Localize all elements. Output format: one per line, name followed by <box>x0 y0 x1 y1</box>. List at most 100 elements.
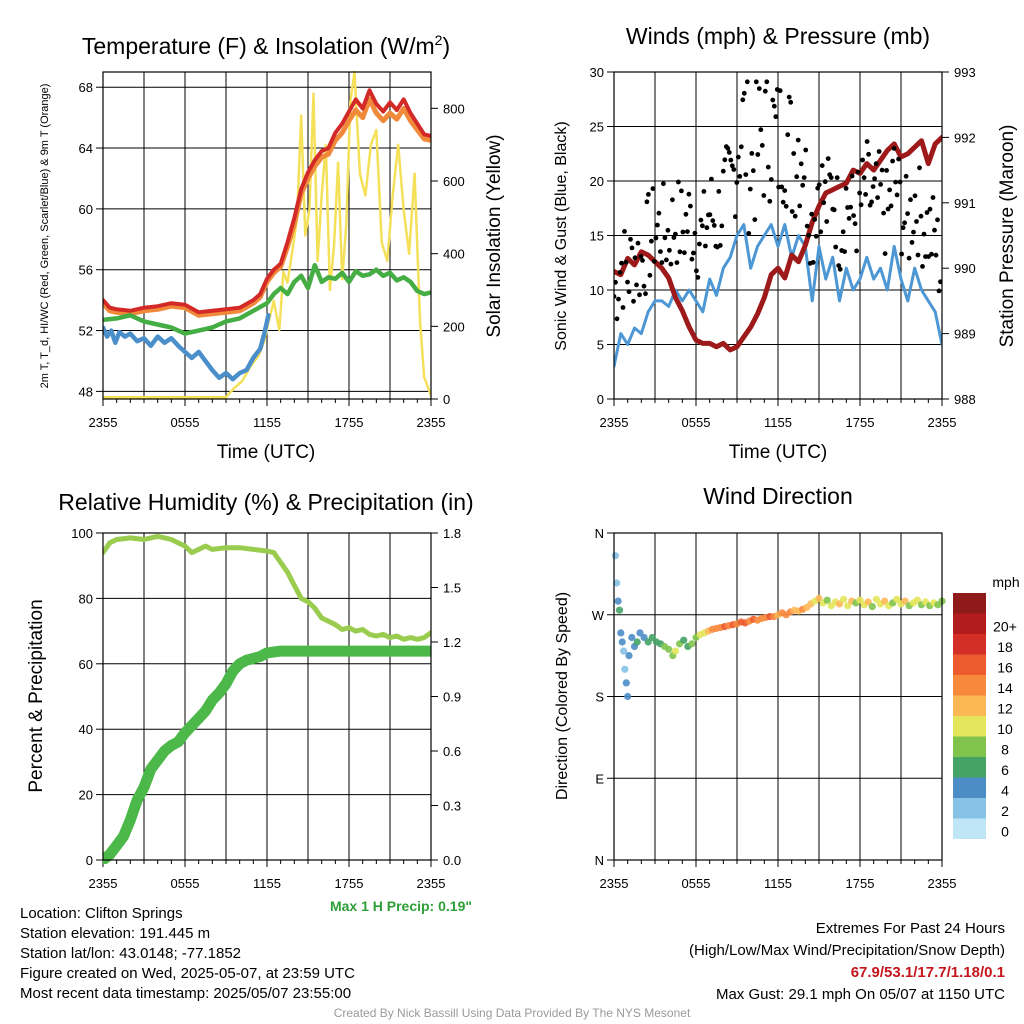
gust-point <box>864 139 870 144</box>
gust-point <box>635 240 641 246</box>
rh-ytick-label-left: 40 <box>79 722 93 737</box>
gust-point <box>927 206 933 212</box>
wdir-ytick-label-left: N <box>595 853 604 868</box>
gust-point <box>686 191 692 197</box>
legend-swatch <box>953 654 986 675</box>
wind-direction-point <box>624 692 632 701</box>
gust-point <box>720 168 726 174</box>
wind-direction-point <box>840 595 848 603</box>
wind-direction-point <box>618 638 626 646</box>
gust-point <box>930 195 936 200</box>
winds-ytick-label-left: 30 <box>590 65 604 80</box>
gust-point <box>677 249 683 255</box>
gust-point <box>658 249 663 255</box>
temp-ytick-label-left: 64 <box>79 141 93 156</box>
gust-point <box>869 199 874 205</box>
rh-ytick-label-right: 0.6 <box>443 744 461 759</box>
gust-point <box>652 259 657 264</box>
legend-swatch <box>953 757 986 778</box>
winds-panel-title: Winds (mph) & Pressure (mb) <box>626 23 930 49</box>
gust-point <box>673 231 678 237</box>
rh-ylabel-left: Percent & Precipitation <box>26 599 47 792</box>
legend-label: 18 <box>997 639 1013 655</box>
extremes-heading: Extremes For Past 24 Hours <box>815 920 1005 937</box>
rh-ytick-label-right: 0.9 <box>443 690 461 705</box>
wind-direction-point <box>611 552 620 560</box>
gust-point <box>755 152 761 157</box>
gust-point <box>700 223 705 229</box>
wind-direction-point <box>856 596 864 604</box>
gust-point <box>795 137 801 143</box>
gust-point <box>785 132 791 138</box>
gust-point <box>614 316 620 322</box>
gust-point <box>782 188 788 194</box>
gust-point <box>801 175 807 181</box>
extremes-subheading: (High/Low/Max Wind/Precipitation/Snow De… <box>689 942 1005 959</box>
gust-point <box>834 175 840 181</box>
temperature-panel: 48 52 56 60 64 68 0 200 400 600 800 2355 0555 1155 175… <box>79 70 465 430</box>
gust-point <box>857 190 862 196</box>
temp-ytick-label-right: 600 <box>443 174 465 189</box>
gust-point <box>885 206 891 212</box>
winds-xtick-label: 2355 <box>928 415 957 430</box>
wind-direction-point <box>823 596 831 604</box>
gust-point <box>779 184 785 190</box>
gust-point <box>747 186 753 192</box>
gust-point <box>697 241 702 247</box>
legend-label: 0 <box>1001 824 1009 840</box>
gust-point <box>798 161 804 167</box>
legend-swatch <box>953 736 986 757</box>
wind-direction-point <box>872 595 881 603</box>
gust-point <box>884 168 889 173</box>
gust-point <box>818 229 824 235</box>
rh-panel-title: Relative Humidity (%) & Precipitation (i… <box>58 489 473 515</box>
winds-ylabel-left: Sonic Wind & Gust (Blue, Black) <box>553 121 570 350</box>
credit-line: Created By Nick Bassill Using Data Provi… <box>333 1006 691 1020</box>
legend-swatch <box>953 798 986 819</box>
gust-point <box>761 193 767 198</box>
gust-point <box>873 161 879 167</box>
gust-point <box>791 151 797 156</box>
gust-point <box>924 210 930 215</box>
gust-point <box>717 243 723 248</box>
gust-point <box>810 260 816 265</box>
winds-panel: 0 5 10 15 20 25 30 988 989 990 991 992 993 2355 0555 11… <box>590 65 976 430</box>
wind-direction-point <box>633 638 641 646</box>
legend-title: mph <box>992 574 1019 590</box>
wdir-xtick-label: 2355 <box>600 876 629 891</box>
gust-point <box>909 240 915 245</box>
wdir-ytick-label-left: S <box>595 690 604 705</box>
gust-point <box>649 238 654 244</box>
wind-direction-point <box>881 597 889 605</box>
gust-point <box>932 227 937 233</box>
legend-swatch <box>953 695 986 716</box>
gust-point <box>716 189 722 194</box>
gust-point <box>804 223 810 229</box>
gust-point <box>822 179 828 185</box>
gust-point <box>664 257 669 263</box>
gust-point <box>897 179 903 185</box>
temp-ytick-label-left: 48 <box>79 384 93 399</box>
gust-point <box>921 231 927 237</box>
gust-point <box>619 260 624 266</box>
gust-point <box>765 164 771 170</box>
gust-point <box>831 207 837 213</box>
gust-point <box>875 195 880 201</box>
gust-point <box>903 173 909 179</box>
gust-point <box>655 222 660 228</box>
gust-point <box>908 197 913 203</box>
gust-point <box>692 230 698 236</box>
gust-point <box>809 211 815 217</box>
temp-frame <box>102 71 432 400</box>
gust-point <box>888 203 894 209</box>
gust-point <box>876 149 882 154</box>
gust-point <box>767 198 773 204</box>
gust-point <box>640 258 645 263</box>
gust-point <box>912 193 918 199</box>
gust-point <box>759 143 765 148</box>
gust-point <box>631 298 636 304</box>
temp-xtick-label: 2355 <box>89 415 118 430</box>
temp-ytick-label-right: 800 <box>443 101 465 116</box>
gust-point <box>935 217 940 223</box>
gust-point <box>858 202 864 208</box>
